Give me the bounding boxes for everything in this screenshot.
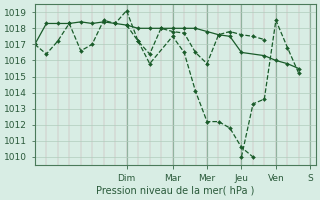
X-axis label: Pression niveau de la mer( hPa ): Pression niveau de la mer( hPa ) <box>96 186 254 196</box>
